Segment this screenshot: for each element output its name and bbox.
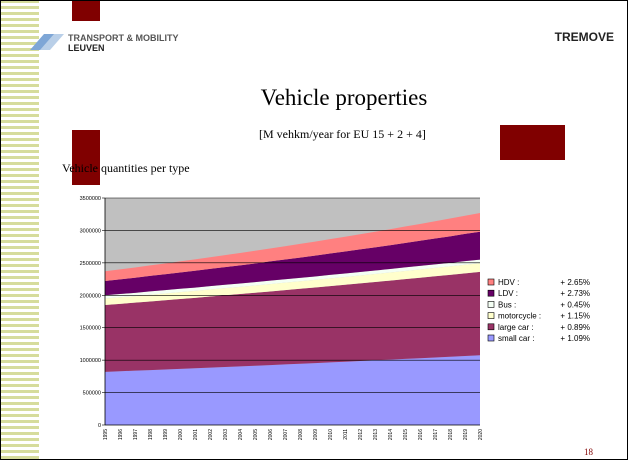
deco-block <box>72 1 100 21</box>
x-tick-label: 2011 <box>343 429 349 440</box>
legend-label: small car : <box>498 334 534 343</box>
legend-label: HDV : <box>498 278 519 287</box>
legend-swatch <box>487 312 495 319</box>
x-tick-label: 2012 <box>358 429 364 440</box>
x-tick-label: 2020 <box>478 429 484 440</box>
chart-title: Vehicle properties <box>261 85 428 110</box>
x-tick-label: 2014 <box>388 429 394 440</box>
side-stripes <box>1 1 39 459</box>
logo-icon <box>40 34 64 50</box>
x-tick-label: 2013 <box>373 429 379 440</box>
x-tick-label: 2005 <box>253 429 259 440</box>
area <box>105 263 480 306</box>
area <box>105 355 480 425</box>
logo-text: TRANSPORT & MOBILITY <box>68 33 179 43</box>
legend-swatch <box>487 323 495 331</box>
x-tick-label: 2019 <box>463 429 469 440</box>
x-tick-label: 2004 <box>238 429 244 440</box>
logo-text: LEUVEN <box>68 43 105 53</box>
legend-label: large car : <box>498 323 534 332</box>
y-tick-label: 1000000 <box>80 358 101 364</box>
y-tick-label: 3500000 <box>80 196 101 202</box>
legend-growth: + 2.73% <box>560 289 590 298</box>
y-tick-label: 1500000 <box>80 326 101 332</box>
legend-label: LDV : <box>498 289 518 298</box>
legend-swatch <box>487 289 495 297</box>
x-tick-label: 2002 <box>208 429 214 440</box>
legend-swatch <box>487 278 495 286</box>
y-tick-label: 2500000 <box>80 261 101 267</box>
legend-label: Bus : <box>498 300 516 309</box>
x-tick-label: 2003 <box>223 429 229 440</box>
area <box>105 231 480 296</box>
area <box>105 271 480 372</box>
x-tick-label: 2000 <box>178 429 184 440</box>
brand: TREMOVE <box>555 30 614 44</box>
legend-growth: + 0.89% <box>560 323 590 332</box>
area <box>105 213 480 282</box>
y-tick-label: 500000 <box>83 391 101 397</box>
legend-label: motorcycle : <box>498 312 541 321</box>
chart-caption: Vehicle quantities per type <box>62 161 190 175</box>
x-tick-label: 2001 <box>193 429 199 440</box>
x-tick-label: 1995 <box>103 429 109 440</box>
page-number: 18 <box>584 447 594 457</box>
y-tick-label: 3000000 <box>80 228 101 234</box>
x-tick-label: 2016 <box>418 429 424 440</box>
x-tick-label: 2006 <box>268 429 274 440</box>
x-tick-label: 2010 <box>328 429 334 440</box>
y-tick-label: 0 <box>98 423 101 429</box>
x-tick-label: 2015 <box>403 429 409 440</box>
x-tick-label: 1998 <box>148 429 154 440</box>
x-tick-label: 2017 <box>433 429 439 440</box>
area <box>105 259 480 299</box>
deco-block <box>500 125 565 160</box>
legend-swatch <box>487 301 495 308</box>
x-tick-label: 2008 <box>298 429 304 440</box>
x-tick-label: 1999 <box>163 429 169 440</box>
x-tick-label: 2018 <box>448 429 454 440</box>
legend-growth: + 1.15% <box>560 312 590 321</box>
legend-growth: + 0.45% <box>560 300 590 309</box>
legend-growth: + 1.09% <box>560 334 590 343</box>
legend-growth: + 2.65% <box>560 278 590 287</box>
x-tick-label: 2007 <box>283 429 289 440</box>
x-tick-label: 1997 <box>133 429 139 440</box>
chart-subtitle: [M vehkm/year for EU 15 + 2 + 4] <box>259 127 426 141</box>
x-tick-label: 1996 <box>118 429 124 440</box>
y-tick-label: 2000000 <box>80 293 101 299</box>
deco-block <box>72 130 100 185</box>
legend-swatch <box>487 334 495 342</box>
x-tick-label: 2009 <box>313 429 319 440</box>
